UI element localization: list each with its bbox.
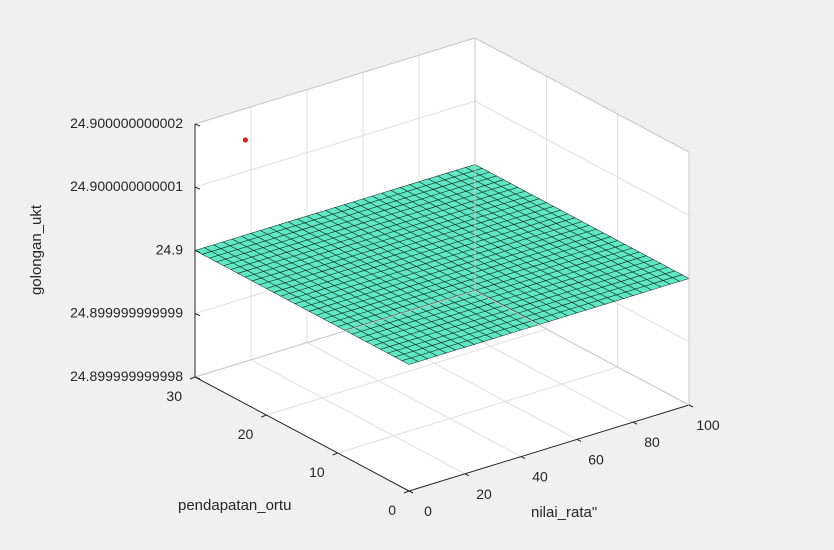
surface-mesh: [194, 164, 690, 365]
x-tick-label: 40: [532, 469, 548, 485]
x-tick-mark: [464, 473, 470, 477]
z-tick-mark: [194, 376, 201, 380]
x-tick-label: 80: [644, 434, 660, 450]
z-tick-label: 24.899999999998: [70, 368, 183, 384]
y-tick-label: 30: [166, 388, 182, 404]
z-tick-mark: [194, 186, 201, 190]
x-axis-line: [408, 404, 690, 492]
axes-box-edges: [194, 37, 690, 492]
x-axis-label: nilai_rata": [531, 504, 597, 521]
z-tick-label: 24.899999999999: [70, 305, 183, 321]
y-tick-mark: [403, 490, 410, 494]
floor-pane: [195, 291, 689, 491]
x-tick-label: 20: [476, 486, 492, 502]
z-tick-mark: [194, 250, 201, 253]
y-tick-mark: [332, 452, 338, 456]
data-point: [242, 137, 248, 143]
z-tick-label: 24.900000000002: [70, 115, 183, 131]
x-tick-mark: [408, 490, 414, 494]
box-edge: [194, 290, 476, 378]
grid-line: [250, 359, 466, 475]
y-tick-mark: [189, 376, 196, 380]
z-tick-label: 24.900000000001: [70, 178, 183, 194]
z-tick-mark: [194, 313, 201, 317]
z-axis-label: golongan_ukt: [28, 204, 45, 295]
x-tick-label: 60: [588, 451, 604, 467]
z-tick-mark: [194, 123, 201, 127]
grid-line: [194, 100, 476, 188]
x-tick-mark: [576, 438, 582, 442]
z-tick-label: 24.9: [156, 242, 183, 258]
y-axis-label: pendapatan_ortu: [178, 497, 291, 514]
grid-line: [474, 100, 690, 216]
box-edge: [474, 290, 690, 406]
box-edge: [194, 37, 476, 125]
x-tick-mark: [688, 404, 694, 408]
x-tick-label: 100: [696, 417, 720, 433]
grid-line: [306, 342, 522, 458]
x-tick-label: 0: [424, 503, 432, 519]
x-tick-mark: [520, 456, 526, 460]
y-axis-line: [194, 376, 410, 492]
grid-line: [266, 328, 547, 416]
y-tick-label: 10: [309, 464, 325, 480]
y-tick-mark: [261, 414, 267, 418]
tick-labels: 0 20 40 60 80 100 0 10 20 30 24.899999999998 24.899…: [70, 115, 720, 519]
y-tick-label: 0: [388, 502, 396, 518]
box-edge: [474, 37, 690, 153]
y-tick-label: 20: [238, 426, 254, 442]
tick-marks: [189, 123, 694, 494]
data-points: [242, 137, 248, 143]
grid-line: [337, 366, 618, 454]
x-tick-mark: [632, 421, 638, 425]
